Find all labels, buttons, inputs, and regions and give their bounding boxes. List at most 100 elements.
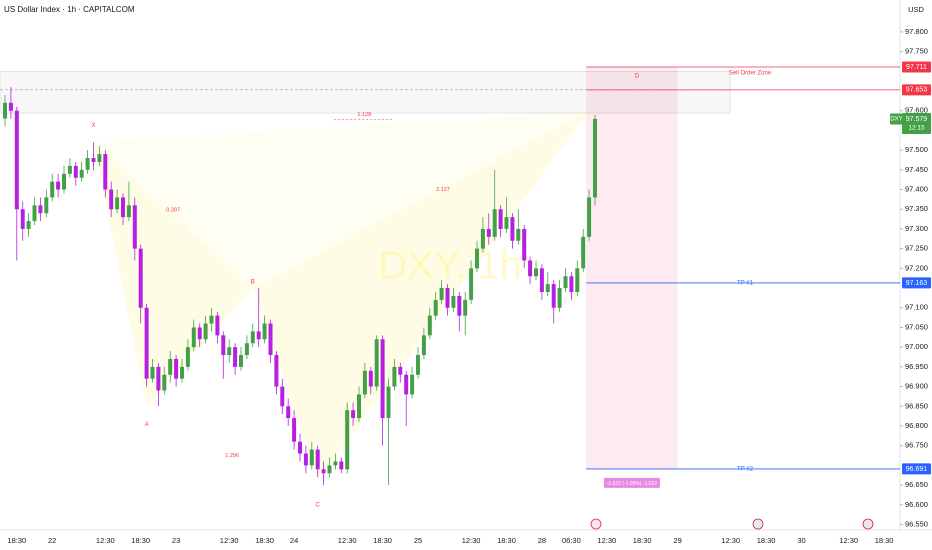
- y-tick-label: 96.750: [905, 441, 928, 450]
- candle-body: [475, 248, 479, 269]
- flag-icon[interactable]: [752, 518, 764, 530]
- currency: USD: [908, 5, 924, 14]
- candle-body: [138, 248, 143, 308]
- candle-body: [286, 406, 291, 419]
- event-icon[interactable]: [590, 518, 602, 530]
- candle-body: [20, 209, 25, 229]
- countdown: 12:15: [908, 125, 925, 132]
- candle-body: [516, 228, 521, 241]
- pattern-label: A: [145, 422, 149, 428]
- ratio-label: 1.296: [225, 453, 239, 459]
- candle-body: [227, 347, 232, 356]
- risk-box: [586, 66, 678, 469]
- candle-body: [345, 410, 350, 470]
- candle-body: [416, 355, 420, 375]
- candle-body: [298, 441, 302, 454]
- candle-body: [303, 453, 308, 466]
- candle-body: [67, 165, 72, 174]
- candle-body: [439, 288, 444, 300]
- x-tick-label: 18:30: [633, 536, 652, 545]
- candle-body: [38, 205, 43, 214]
- ratio-label: 1.128: [357, 112, 371, 118]
- candle-body: [215, 315, 220, 336]
- y-tick-label: 97.100: [905, 303, 928, 312]
- y-tick-label: 96.800: [905, 421, 928, 430]
- candle-body: [410, 374, 415, 395]
- candle-body: [97, 154, 102, 162]
- candle-body: [351, 410, 356, 419]
- candle-body: [374, 339, 379, 387]
- y-tick-label: 97.000: [905, 342, 928, 351]
- candle-body: [581, 236, 586, 269]
- candle-body: [451, 295, 456, 308]
- level-price: 97.711: [906, 64, 927, 71]
- candle-body: [262, 323, 267, 340]
- candle-body: [386, 386, 391, 419]
- candle-body: [333, 461, 338, 466]
- candle-body: [73, 165, 78, 178]
- candle-body: [79, 169, 84, 178]
- y-tick-label: 97.350: [905, 204, 928, 213]
- y-tick-label: 97.750: [905, 47, 928, 56]
- candle-body: [144, 307, 149, 379]
- x-tick-label: 18:30: [255, 536, 274, 545]
- candle-body: [309, 449, 314, 466]
- candle-body: [115, 197, 120, 210]
- candle-body: [174, 358, 179, 379]
- candle-body: [362, 370, 367, 395]
- pattern-label: C: [316, 503, 321, 509]
- candle-body: [368, 370, 373, 387]
- candle-body: [528, 260, 533, 277]
- candle-body: [404, 374, 409, 395]
- candle-body: [191, 327, 196, 348]
- y-tick-label: 97.250: [905, 244, 928, 253]
- candle-body: [339, 461, 344, 470]
- level-label: TP #2: [737, 467, 754, 473]
- zone-box: [0, 71, 731, 114]
- candle-body: [545, 284, 550, 292]
- x-tick-label: 29: [673, 536, 681, 545]
- candle-body: [587, 197, 592, 237]
- x-tick-label: 24: [290, 536, 298, 545]
- candle-body: [44, 197, 49, 214]
- candle-body: [327, 465, 332, 474]
- candle-body: [268, 323, 273, 356]
- x-tick-label: 18:30: [373, 536, 392, 545]
- candle-body: [392, 366, 397, 387]
- candle-body: [534, 268, 538, 277]
- y-tick-label: 97.300: [905, 224, 928, 233]
- pattern-label: D: [635, 73, 640, 79]
- x-tick-label: 12:30: [220, 536, 239, 545]
- candle-body: [209, 315, 214, 324]
- candle-body: [109, 189, 114, 210]
- candle-body: [480, 228, 485, 249]
- last-price-box: [902, 113, 931, 135]
- candle-body: [551, 284, 556, 308]
- candle-body: [180, 366, 184, 379]
- candle-body: [168, 358, 173, 375]
- candle-body: [315, 449, 320, 470]
- x-tick-label: 28: [538, 536, 546, 545]
- x-tick-label: 12:30: [839, 536, 858, 545]
- x-tick-label: 12:30: [338, 536, 357, 545]
- candle-body: [197, 327, 202, 340]
- candle-body: [569, 276, 574, 292]
- risk-label: -1.022 (-1.05%) -1,022: [607, 481, 658, 487]
- candle-body: [427, 315, 432, 336]
- candle-body: [32, 205, 37, 222]
- level-label: TP #1: [737, 281, 754, 287]
- y-tick-label: 97.200: [905, 263, 928, 272]
- candle-body: [244, 343, 249, 356]
- candle-body: [85, 158, 90, 170]
- x-tick-label: 23: [172, 536, 180, 545]
- candle-body: [256, 331, 261, 340]
- x-tick-label: 12:30: [721, 536, 740, 545]
- candle-body: [50, 181, 55, 198]
- candle-body: [14, 110, 19, 210]
- y-tick-label: 97.500: [905, 145, 928, 154]
- flag-icon[interactable]: [862, 518, 874, 530]
- chart-title: US Dollar Index · 1h · CAPITALCOM: [4, 5, 135, 14]
- candle-body: [185, 347, 190, 367]
- y-tick-label: 96.850: [905, 401, 928, 410]
